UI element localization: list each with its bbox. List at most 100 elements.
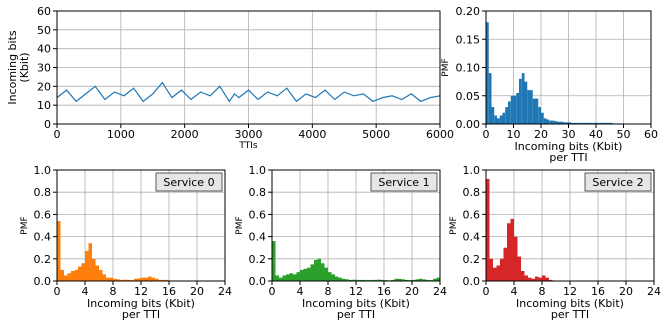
y-tick-label: 60 — [37, 5, 51, 18]
histogram-bar — [120, 279, 124, 281]
histogram-bar — [401, 279, 405, 281]
histogram-bar — [538, 277, 542, 281]
histogram-bar — [543, 118, 547, 124]
y-tick-label: 0.6 — [463, 208, 481, 221]
x-axis-label: Incoming bits (Kbit) — [302, 297, 410, 310]
histogram-bar — [345, 279, 349, 281]
x-tick-label: 24 — [647, 285, 661, 298]
y-tick-label: 1.0 — [463, 164, 481, 177]
histogram-bar — [502, 112, 506, 124]
y-axis-label: Incoming bits — [6, 30, 19, 105]
histogram-bar — [99, 269, 103, 281]
x-tick-label: 1000 — [107, 128, 135, 141]
histogram-bar — [563, 122, 566, 124]
x-tick-label: 20 — [190, 285, 204, 298]
x-tick-label: 2000 — [171, 128, 199, 141]
histogram-bar — [155, 278, 159, 281]
legend-label: Service 2 — [592, 176, 643, 189]
histogram-bar — [513, 95, 517, 124]
histogram-bar — [286, 274, 290, 281]
histogram-bar — [565, 122, 569, 124]
histogram-bar — [554, 121, 558, 124]
histogram-bar — [335, 276, 339, 281]
histogram-bar — [557, 121, 561, 124]
y-tick-label: 0.4 — [463, 231, 481, 244]
histogram-bar — [545, 277, 549, 281]
histogram-bar — [593, 122, 596, 124]
histogram-bar — [359, 279, 363, 281]
histogram-bar — [607, 122, 610, 124]
histogram-bar — [415, 279, 419, 281]
histogram-bar — [92, 258, 96, 281]
histogram-bar — [144, 277, 148, 281]
histogram-bar — [585, 122, 588, 124]
histogram-bar — [516, 92, 519, 124]
x-tick-label: 4 — [511, 285, 518, 298]
y-axis-label: PMF — [235, 216, 245, 234]
x-tick-label: 20 — [405, 285, 419, 298]
x-axis-label: per TTI — [549, 151, 587, 164]
histogram-bar — [587, 122, 591, 124]
y-tick-label: 0.0 — [249, 275, 267, 288]
y-tick-label: 0 — [44, 118, 51, 131]
histogram-bar — [373, 279, 377, 281]
x-tick-label: 4000 — [298, 128, 326, 141]
y-tick-label: 30 — [37, 62, 51, 75]
y-tick-label: 0.15 — [456, 33, 481, 46]
histogram-bar — [568, 122, 572, 124]
histogram-bar — [489, 258, 493, 281]
histogram-bar — [102, 274, 106, 281]
y-tick-label: 0.20 — [456, 5, 481, 18]
histogram-bar — [532, 98, 536, 124]
histogram-bar — [71, 271, 75, 281]
x-tick-label: 4 — [82, 285, 89, 298]
histogram-bar — [331, 274, 335, 281]
histogram-bar — [531, 278, 535, 281]
histogram-bar — [609, 122, 613, 124]
x-axis-label: Incoming bits (Kbit) — [516, 297, 624, 310]
histogram-bar — [74, 269, 78, 281]
x-tick-label: 20 — [534, 128, 548, 141]
histogram-bar — [116, 279, 120, 281]
histogram-bar — [546, 119, 550, 124]
histogram-bar — [535, 98, 539, 124]
x-axis-label: per TTI — [551, 308, 589, 321]
histogram-bar — [328, 272, 332, 281]
y-tick-label: 0.2 — [34, 253, 52, 266]
legend-label: Service 1 — [378, 176, 429, 189]
x-tick-label: 50 — [617, 128, 631, 141]
histogram-bar — [338, 277, 342, 281]
histogram-bar — [571, 122, 574, 124]
histogram-bar — [503, 247, 507, 281]
histogram-bar — [377, 279, 381, 281]
x-tick-label: 3000 — [235, 128, 263, 141]
histogram-bar — [500, 258, 504, 281]
y-tick-label: 0.2 — [463, 253, 481, 266]
histogram-bar — [419, 278, 423, 281]
x-axis-label: per TTI — [122, 308, 160, 321]
histogram-bar — [494, 115, 497, 124]
y-tick-label: 0.4 — [34, 231, 52, 244]
y-tick-label: 1.0 — [34, 164, 52, 177]
histogram-bar — [352, 279, 356, 281]
x-tick-label: 24 — [218, 285, 232, 298]
x-tick-label: 8 — [110, 285, 117, 298]
y-tick-label: 0.05 — [456, 90, 481, 103]
service-1-pmf-panel: 0 4 8 12 16 20 24 0.0 0.2 0.4 0.6 0.8 1.0 Incoming bi… — [235, 164, 447, 321]
histogram-bar — [272, 241, 276, 281]
histogram-bar — [85, 251, 89, 281]
histogram-bar — [141, 277, 145, 281]
histogram-bar — [579, 122, 583, 124]
service-2-pmf-panel: 0 4 8 12 16 20 24 0.0 0.2 0.4 0.6 0.8 1.0 Incoming bi… — [449, 164, 661, 321]
histogram-bar — [405, 279, 409, 281]
histogram-bar — [95, 265, 99, 281]
legend-label: Service 0 — [163, 176, 214, 189]
histogram-bar — [497, 118, 500, 124]
legend-box — [370, 172, 438, 192]
histogram-bar — [596, 122, 599, 124]
histogram-bar — [524, 81, 528, 124]
histogram-bar — [510, 95, 514, 124]
histogram-bar — [535, 276, 539, 281]
histogram-bar — [530, 90, 533, 124]
histogram-bar — [582, 122, 585, 124]
